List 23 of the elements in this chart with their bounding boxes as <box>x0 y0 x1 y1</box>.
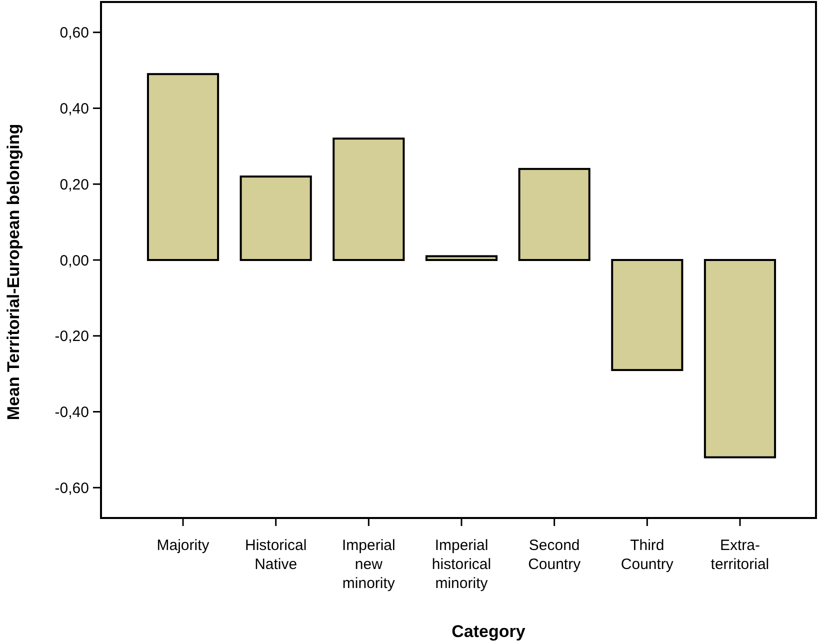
bar <box>518 168 590 261</box>
bar <box>332 138 405 261</box>
bar <box>240 176 312 261</box>
x-axis-title: Category <box>452 622 526 641</box>
y-tick-label: 0,20 <box>60 176 89 194</box>
x-tick-label: Third Country <box>620 537 674 573</box>
bar <box>425 255 498 261</box>
y-tick-label: 0,40 <box>60 100 89 118</box>
x-tick-label: Extra-territorial <box>710 537 770 573</box>
bar <box>611 259 684 372</box>
bar <box>146 73 220 261</box>
x-tick-label: Imperial new minority <box>342 537 396 592</box>
bar <box>704 259 776 458</box>
x-tick-label: Historical Native <box>245 537 307 573</box>
x-tick-label: Second Country <box>528 537 582 573</box>
y-tick-label: -0,20 <box>54 328 89 346</box>
y-tick-label: 0,00 <box>60 252 89 270</box>
y-tick-label: -0,60 <box>54 480 89 497</box>
x-tick-label: Imperial historical minority <box>432 537 492 592</box>
y-axis-title: Mean Territorial-European belonging <box>4 124 23 420</box>
x-tick-label: Majority <box>156 537 210 554</box>
y-tick-label: -0,40 <box>54 404 89 422</box>
y-tick-label: 0,60 <box>60 24 89 42</box>
